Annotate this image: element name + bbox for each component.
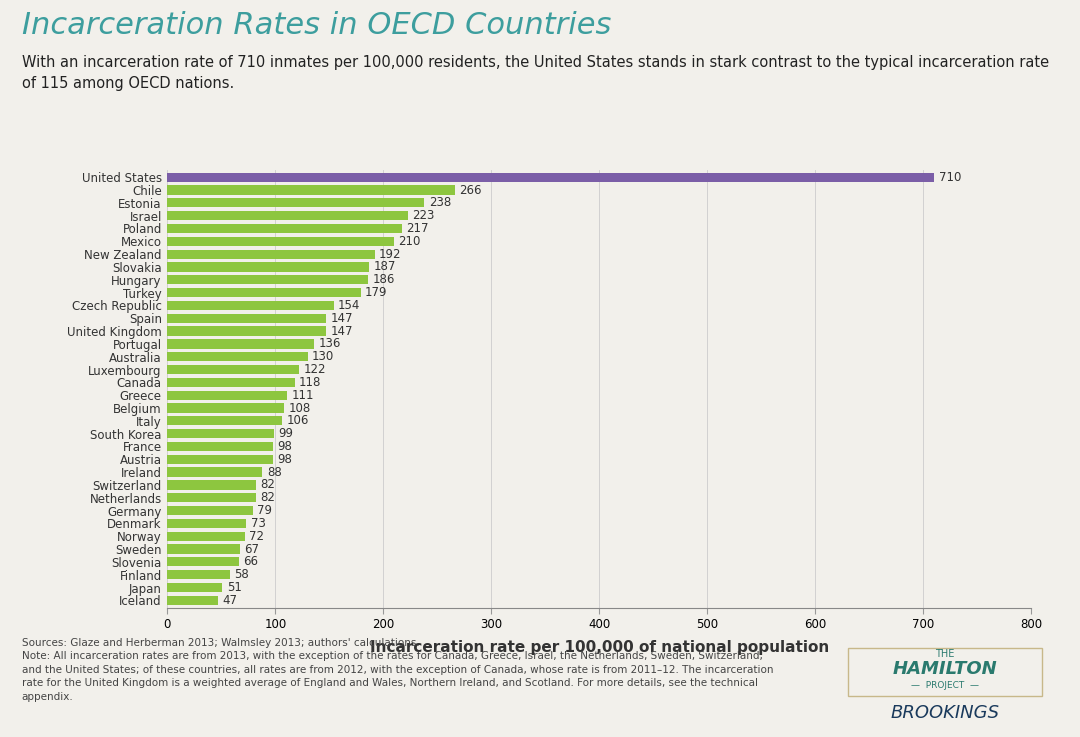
Bar: [167, 224, 402, 233]
Text: 154: 154: [338, 299, 361, 312]
Text: 223: 223: [413, 209, 435, 222]
Bar: [167, 595, 218, 605]
Text: 108: 108: [288, 402, 311, 414]
Text: 147: 147: [330, 312, 353, 325]
Text: 179: 179: [365, 286, 388, 299]
Text: 186: 186: [373, 273, 395, 286]
Bar: [167, 403, 284, 413]
X-axis label: Incarceration rate per 100,000 of national population: Incarceration rate per 100,000 of nation…: [369, 640, 829, 654]
Bar: [167, 262, 369, 271]
Bar: [167, 288, 361, 297]
Text: BROOKINGS: BROOKINGS: [891, 704, 999, 722]
Text: 82: 82: [260, 492, 275, 504]
Text: 122: 122: [303, 363, 326, 376]
Bar: [167, 301, 334, 310]
Bar: [167, 365, 299, 374]
Text: 88: 88: [267, 466, 282, 478]
Bar: [167, 506, 253, 515]
Bar: [167, 326, 326, 335]
Bar: [167, 467, 262, 477]
Text: 66: 66: [243, 556, 258, 568]
Text: 266: 266: [459, 184, 482, 197]
Bar: [167, 339, 314, 349]
Text: Incarceration Rates in OECD Countries: Incarceration Rates in OECD Countries: [22, 11, 611, 40]
Text: 47: 47: [222, 594, 238, 607]
Bar: [167, 545, 240, 553]
Text: 710: 710: [939, 171, 961, 184]
Text: 98: 98: [278, 440, 293, 453]
Text: 111: 111: [292, 388, 314, 402]
Bar: [167, 570, 230, 579]
Text: 82: 82: [260, 478, 275, 492]
Text: 210: 210: [399, 235, 421, 248]
Bar: [167, 583, 222, 592]
Text: 106: 106: [286, 414, 309, 427]
Text: 73: 73: [251, 517, 266, 530]
Bar: [167, 237, 394, 246]
Bar: [167, 416, 282, 425]
Text: Sources: Glaze and Herberman 2013; Walmsley 2013; authors' calculations.
Note: A: Sources: Glaze and Herberman 2013; Walms…: [22, 638, 773, 702]
Bar: [167, 429, 274, 439]
Bar: [167, 275, 368, 284]
Bar: [167, 172, 934, 182]
Bar: [167, 442, 273, 451]
Text: THE: THE: [935, 649, 955, 659]
Bar: [167, 211, 408, 220]
Bar: [167, 519, 246, 528]
Text: 99: 99: [279, 427, 294, 440]
Text: 130: 130: [312, 350, 335, 363]
Text: 136: 136: [319, 338, 341, 350]
Bar: [167, 198, 424, 207]
Text: 147: 147: [330, 324, 353, 338]
Text: 51: 51: [227, 581, 242, 594]
Text: With an incarceration rate of 710 inmates per 100,000 residents, the United Stat: With an incarceration rate of 710 inmate…: [22, 55, 1049, 91]
Bar: [167, 186, 455, 195]
Bar: [167, 391, 287, 399]
Bar: [167, 455, 273, 464]
Bar: [167, 378, 295, 387]
Text: 72: 72: [249, 530, 265, 542]
Text: —  PROJECT  —: — PROJECT —: [912, 681, 978, 691]
Text: 67: 67: [244, 542, 259, 556]
Text: 192: 192: [379, 248, 402, 261]
Text: 187: 187: [374, 260, 396, 273]
Text: 58: 58: [234, 568, 249, 581]
Bar: [167, 531, 245, 541]
Text: 217: 217: [406, 222, 429, 235]
Text: 79: 79: [257, 504, 272, 517]
Bar: [167, 493, 256, 503]
Bar: [167, 481, 256, 489]
Bar: [167, 352, 308, 361]
Text: HAMILTON: HAMILTON: [893, 660, 997, 678]
Bar: [167, 557, 239, 567]
Text: 118: 118: [299, 376, 322, 389]
Bar: [167, 314, 326, 323]
Bar: [167, 250, 375, 259]
Text: 238: 238: [429, 196, 451, 209]
Text: 98: 98: [278, 453, 293, 466]
